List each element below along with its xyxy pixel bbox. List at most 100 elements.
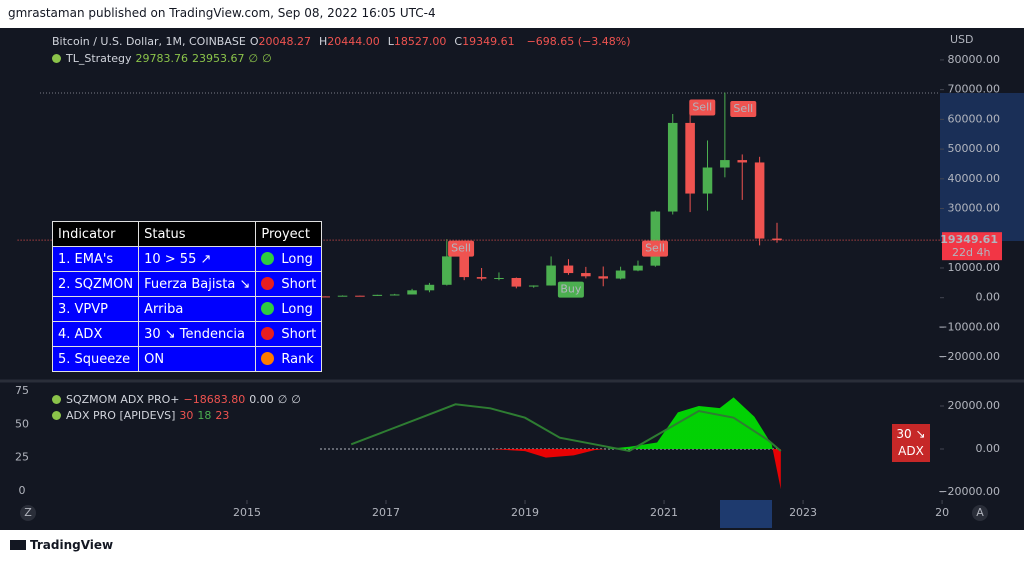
cell-text: Short bbox=[281, 326, 317, 342]
cell-text: 30 ↘ Tendencia bbox=[144, 326, 245, 342]
y-tick-label: 10000.00 bbox=[948, 261, 1001, 274]
header-cell: Indicator bbox=[51, 221, 140, 247]
cell: 1. EMA's bbox=[51, 246, 140, 272]
cell-text: Fuerza Bajista ↘ bbox=[144, 276, 251, 292]
pane-legend: ADX PRO [APIDEVS] 30 18 23 bbox=[52, 409, 237, 422]
cell-text: 1. EMA's bbox=[58, 251, 114, 267]
y-tick-label: 50000.00 bbox=[948, 142, 1001, 155]
y-tick-label: 80000.00 bbox=[948, 53, 1001, 66]
candle-body bbox=[720, 160, 730, 168]
ohlc-key: L bbox=[387, 35, 394, 48]
ohlc-key: H bbox=[318, 35, 328, 48]
candle-body bbox=[633, 265, 643, 271]
zoom-button[interactable] bbox=[20, 505, 36, 521]
symbol: Bitcoin / U.S. Dollar, 1M, COINBASE bbox=[52, 35, 246, 48]
y-tick-label: 30000.00 bbox=[948, 202, 1001, 215]
ohlc-value: 20444.00 bbox=[327, 35, 380, 48]
y-tick-label: 40000.00 bbox=[948, 172, 1001, 185]
signal-label bbox=[642, 240, 669, 257]
cell: Short bbox=[255, 321, 323, 347]
legend-value: −18683.80 bbox=[183, 393, 246, 406]
cell-text: 4. ADX bbox=[58, 326, 103, 342]
candle-body bbox=[442, 256, 452, 285]
y-tick-label: 0.00 bbox=[976, 291, 1001, 304]
legend-entry: ADX PRO [APIDEVS] bbox=[66, 409, 176, 422]
legend-value: 0.00 bbox=[249, 393, 274, 406]
legend-value: 18 bbox=[197, 409, 212, 422]
ohlc-value: 19349.61 bbox=[462, 35, 515, 48]
tv-logo bbox=[10, 540, 26, 550]
x-tick-label: 2021 bbox=[650, 506, 678, 519]
cell: 2. SQZMON bbox=[51, 271, 140, 297]
signal-text: Buy bbox=[560, 283, 582, 296]
cell: 30 ↘ Tendencia bbox=[138, 321, 257, 347]
currency-label: USD bbox=[950, 33, 974, 46]
y-tick-label: 75 bbox=[15, 384, 29, 397]
x-tick-label: 2023 bbox=[789, 506, 817, 519]
cell: 3. VPVP bbox=[51, 296, 140, 322]
legend-value: ∅ bbox=[291, 393, 301, 406]
pane-legend: SQZMOM ADX PRO+ −18683.80 0.00 ∅ ∅ bbox=[52, 393, 309, 406]
legend-value: 23 bbox=[215, 409, 230, 422]
time-range-highlight bbox=[720, 500, 772, 528]
header-cell: Status bbox=[138, 221, 257, 247]
auto-button-label: A bbox=[976, 506, 984, 519]
legend-entry: SQZMOM ADX PRO+ bbox=[66, 393, 180, 406]
indicator-name: TL_Strategy bbox=[66, 52, 132, 65]
legend-value: ∅ bbox=[277, 393, 288, 406]
x-tick-label: 2017 bbox=[372, 506, 400, 519]
symbol-legend: Bitcoin / U.S. Dollar, 1M, COINBASE O2004… bbox=[52, 35, 635, 48]
legend-value: 30 bbox=[179, 409, 194, 422]
ohlc-key: O bbox=[249, 35, 259, 48]
cell-text: Rank bbox=[281, 351, 314, 367]
candle-body bbox=[702, 167, 713, 194]
candle-body bbox=[389, 294, 400, 296]
status-dot bbox=[261, 251, 275, 265]
candle-body bbox=[581, 273, 591, 277]
cell: 4. ADX bbox=[51, 321, 140, 347]
ohlc-item: H20444.00 bbox=[319, 35, 384, 48]
ohlc-value: 18527.00 bbox=[393, 35, 447, 48]
y-tick-label: −20000.00 bbox=[938, 350, 1000, 363]
cell: Rank bbox=[255, 346, 323, 372]
candle-body bbox=[407, 290, 417, 295]
cell-text: Long bbox=[281, 301, 313, 317]
cell-text: 2. SQZMON bbox=[58, 276, 134, 292]
candle-body bbox=[337, 295, 348, 297]
signal-label bbox=[448, 240, 475, 257]
candle-body bbox=[685, 122, 695, 194]
cell: Short bbox=[255, 271, 323, 297]
momentum-area bbox=[455, 397, 781, 490]
cell: 5. Squeeze bbox=[51, 346, 140, 372]
auto-button[interactable] bbox=[972, 505, 988, 521]
adx-line bbox=[350, 403, 782, 453]
candle-body bbox=[476, 277, 487, 279]
cell-text: 5. Squeeze bbox=[58, 351, 131, 367]
indicator-value: 29783.76 bbox=[135, 52, 188, 65]
countdown-label: 22d 4h bbox=[952, 246, 990, 259]
signal-label bbox=[689, 99, 716, 116]
price-range-highlight bbox=[940, 93, 1024, 241]
ohlc-item: L18527.00 bbox=[388, 35, 451, 48]
signal-label bbox=[557, 281, 584, 298]
ohlc-item: O20048.27 bbox=[250, 35, 315, 48]
candle-body bbox=[372, 294, 383, 296]
change: −698.65 (−3.48%) bbox=[526, 35, 631, 48]
table-header: Indicator Status Proyect bbox=[51, 221, 323, 247]
cell: 10 > 55 ↗ bbox=[138, 246, 257, 272]
signal-text: Sell bbox=[733, 102, 753, 115]
candle-body bbox=[320, 296, 330, 298]
ohlc-value: 20048.27 bbox=[258, 35, 311, 48]
cell-text: Long bbox=[281, 251, 313, 267]
signal-label bbox=[730, 100, 757, 117]
y-tick-label: 70000.00 bbox=[948, 83, 1001, 96]
adx-badge: 30 ↘ ADX bbox=[892, 424, 930, 462]
table-row: 5. Squeeze ON Rank bbox=[51, 346, 323, 372]
y-tick-label: 50 bbox=[15, 417, 29, 430]
y-tick-label: 25 bbox=[15, 451, 29, 464]
indicator-value: ∅ bbox=[262, 52, 272, 65]
cell-text: Short bbox=[281, 276, 317, 292]
last-price-box bbox=[942, 232, 1002, 261]
cell-text: ON bbox=[144, 351, 165, 367]
